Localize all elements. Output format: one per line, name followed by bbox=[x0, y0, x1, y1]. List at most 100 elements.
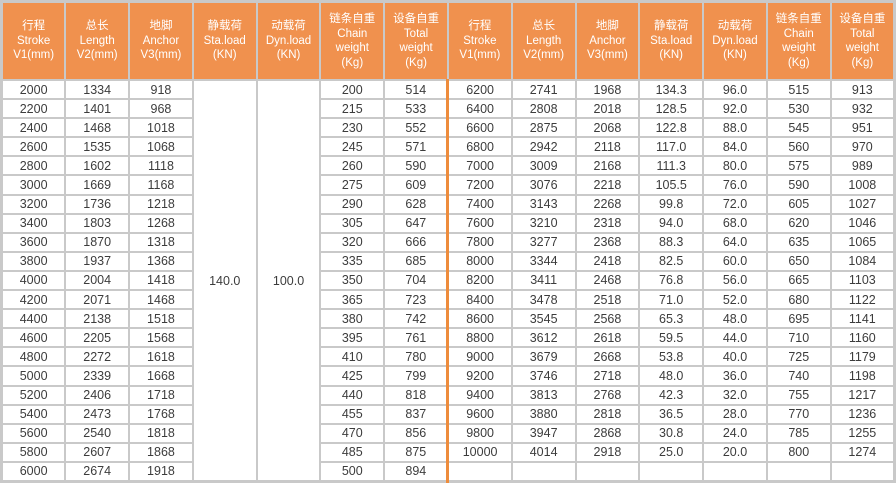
cell: 2540 bbox=[64, 422, 131, 444]
cell: 1535 bbox=[64, 136, 131, 158]
cell: 7600 bbox=[446, 212, 513, 234]
cell: 9200 bbox=[446, 365, 513, 387]
column-header-chainweight-left: 链条自重 Chain weight (Kg) bbox=[319, 0, 386, 81]
cell: 3076 bbox=[510, 174, 577, 196]
cell: 380 bbox=[319, 308, 386, 330]
cell: 2339 bbox=[64, 365, 131, 387]
cell: 6000 bbox=[0, 460, 67, 483]
cell: 1568 bbox=[128, 327, 194, 349]
table-row: 3600 1870 1318 320 666 7800 3277 2368 88.3 64.0 63… bbox=[0, 231, 896, 253]
cell: 500 bbox=[319, 460, 386, 483]
table-row: 5200 2406 1718 440 818 9400 3813 2768 42.3 32.0 75… bbox=[0, 384, 896, 406]
cell: 2741 bbox=[510, 78, 577, 101]
cell: 799 bbox=[383, 365, 449, 387]
table-row: 2200 1401 968 215 533 6400 2808 2018 128.5 92.0 53… bbox=[0, 98, 896, 120]
cell: 485 bbox=[319, 441, 386, 463]
cell bbox=[446, 460, 513, 483]
cell: 470 bbox=[319, 422, 386, 444]
cell: 951 bbox=[829, 117, 896, 139]
cell: 6800 bbox=[446, 136, 513, 158]
table-row: 3400 1803 1268 305 647 7600 3210 2318 94.0 68.0 62… bbox=[0, 212, 896, 234]
cell: 3009 bbox=[510, 155, 577, 177]
table-row: 2400 1468 1018 230 552 6600 2875 2068 122.8 88.0 5… bbox=[0, 117, 896, 139]
cell: 1068 bbox=[128, 136, 194, 158]
table-row: 6000 2674 1918 500 894 bbox=[0, 460, 896, 483]
cell: 770 bbox=[765, 403, 832, 425]
cell: 2071 bbox=[64, 289, 131, 311]
cell: 3600 bbox=[0, 231, 67, 253]
cell: 88.3 bbox=[638, 231, 705, 253]
cell: 2318 bbox=[574, 212, 641, 234]
table-row: 2800 1602 1118 260 590 7000 3009 2168 111.3 80.0 5… bbox=[0, 155, 896, 177]
cell: 3478 bbox=[510, 289, 577, 311]
cell: 685 bbox=[383, 250, 449, 272]
cell: 725 bbox=[765, 346, 832, 368]
cell: 80.0 bbox=[702, 155, 768, 177]
cell: 3880 bbox=[510, 403, 577, 425]
cell: 4400 bbox=[0, 308, 67, 330]
cell bbox=[510, 460, 577, 483]
column-header-stroke-right: 行程 Stroke V1(mm) bbox=[446, 0, 513, 81]
cell: 245 bbox=[319, 136, 386, 158]
cell: 94.0 bbox=[638, 212, 705, 234]
cell: 105.5 bbox=[638, 174, 705, 196]
cell: 76.0 bbox=[702, 174, 768, 196]
cell: 2468 bbox=[574, 269, 641, 292]
cell: 2004 bbox=[64, 269, 131, 292]
cell: 1027 bbox=[829, 193, 896, 215]
cell: 1268 bbox=[128, 212, 194, 234]
cell: 2868 bbox=[574, 422, 641, 444]
cell: 647 bbox=[383, 212, 449, 234]
cell: 290 bbox=[319, 193, 386, 215]
cell: 335 bbox=[319, 250, 386, 272]
cell: 4600 bbox=[0, 327, 67, 349]
cell: 1468 bbox=[64, 117, 131, 139]
cell: 1118 bbox=[128, 155, 194, 177]
cell: 856 bbox=[383, 422, 449, 444]
cell: 533 bbox=[383, 98, 449, 120]
cell: 56.0 bbox=[702, 269, 768, 292]
table-row: 4800 2272 1618 410 780 9000 3679 2668 53.8 40.0 72… bbox=[0, 346, 896, 368]
cell: 1468 bbox=[128, 289, 194, 311]
cell: 2406 bbox=[64, 384, 131, 406]
cell: 440 bbox=[319, 384, 386, 406]
cell: 1198 bbox=[829, 365, 896, 387]
cell: 2875 bbox=[510, 117, 577, 139]
column-header-chainweight-right: 链条自重 Chain weight (Kg) bbox=[765, 0, 832, 81]
cell bbox=[638, 460, 705, 483]
cell: 2618 bbox=[574, 327, 641, 349]
cell: 1668 bbox=[128, 365, 194, 387]
cell: 800 bbox=[765, 441, 832, 463]
cell: 84.0 bbox=[702, 136, 768, 158]
cell: 8000 bbox=[446, 250, 513, 272]
cell: 1179 bbox=[829, 346, 896, 368]
cell: 2718 bbox=[574, 365, 641, 387]
cell: 2000 bbox=[0, 78, 67, 101]
cell: 3746 bbox=[510, 365, 577, 387]
cell: 530 bbox=[765, 98, 832, 120]
column-header-staload-left: 静载荷 Sta.load (KN) bbox=[191, 0, 258, 81]
cell: 2674 bbox=[64, 460, 131, 483]
cell bbox=[702, 460, 768, 483]
cell: 72.0 bbox=[702, 193, 768, 215]
cell: 8400 bbox=[446, 289, 513, 311]
cell: 2568 bbox=[574, 308, 641, 330]
cell: 9400 bbox=[446, 384, 513, 406]
cell: 1718 bbox=[128, 384, 194, 406]
column-header-dynload-left: 动载荷 Dyn.load (KN) bbox=[255, 0, 322, 81]
cell: 7800 bbox=[446, 231, 513, 253]
cell: 7000 bbox=[446, 155, 513, 177]
cell: 571 bbox=[383, 136, 449, 158]
cell: 260 bbox=[319, 155, 386, 177]
cell bbox=[765, 460, 832, 483]
cell: 1046 bbox=[829, 212, 896, 234]
cell: 10000 bbox=[446, 441, 513, 463]
cell: 628 bbox=[383, 193, 449, 215]
spec-table-body: 2000 1334 918 140.0 100.0 200 514 6200 2741 1968 1… bbox=[0, 78, 896, 483]
cell: 932 bbox=[829, 98, 896, 120]
cell: 2607 bbox=[64, 441, 131, 463]
cell: 30.8 bbox=[638, 422, 705, 444]
cell: 122.8 bbox=[638, 117, 705, 139]
cell: 8800 bbox=[446, 327, 513, 349]
cell: 5800 bbox=[0, 441, 67, 463]
